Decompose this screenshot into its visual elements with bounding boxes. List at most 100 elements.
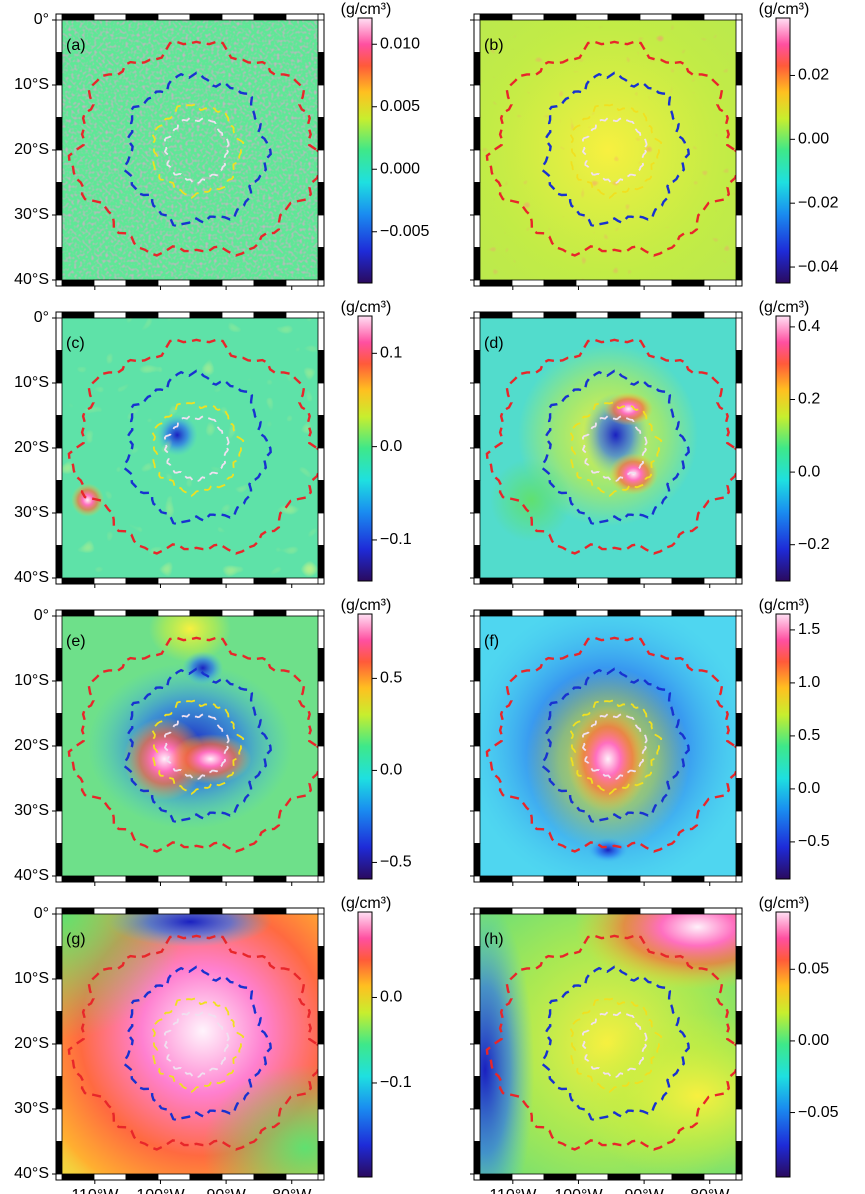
frame-bar [285, 13, 319, 21]
frame-bar [473, 1076, 481, 1110]
frame-bar [607, 279, 641, 287]
frame-bar [317, 480, 325, 514]
field-anomaly [574, 1012, 736, 1174]
contour [581, 415, 648, 483]
frame-bar [55, 615, 63, 649]
colorbar-tick-label: 0.000 [380, 160, 420, 177]
frame-bar [55, 545, 63, 579]
field [480, 616, 736, 876]
y-tick-label: 20°S [14, 439, 49, 456]
colorbar [775, 315, 791, 582]
colorbar-unit: (g/cm³) [759, 597, 810, 614]
frame-bar [253, 577, 287, 585]
frame-bar [735, 350, 743, 384]
frame-bar [473, 843, 481, 877]
colorbar-unit: (g/cm³) [341, 1, 392, 18]
x-tick-label: 110°W [489, 1187, 537, 1194]
frame-bar [317, 317, 325, 351]
panel-label: (b) [484, 37, 504, 54]
frame-bar [285, 279, 319, 287]
contour [569, 103, 663, 200]
frame-bar [735, 415, 743, 449]
frame-bar [61, 13, 95, 21]
frame-bar [317, 214, 325, 248]
y-tick-label: 40°S [14, 271, 49, 288]
frame-bar [735, 447, 743, 481]
field-anomaly [574, 914, 736, 990]
frame-bar [61, 875, 95, 883]
frame-bar [511, 907, 545, 915]
frame-bar [703, 1173, 737, 1181]
contour [581, 1011, 648, 1079]
frame-bar [55, 1141, 63, 1175]
y-tick-label: 40°S [14, 1165, 49, 1182]
colorbar-tick-label: 0.05 [798, 961, 829, 978]
colorbar-tick-label: 0.02 [798, 67, 829, 84]
frame-bar [157, 577, 191, 585]
field [62, 914, 318, 1174]
colorbar-tick-label: 1.5 [798, 621, 820, 638]
frame-bar [735, 843, 743, 877]
frame-bar [671, 609, 705, 617]
frame-bar [93, 1173, 127, 1181]
frame-bar [55, 52, 63, 86]
y-tick-label: 40°S [14, 867, 49, 884]
frame-bar [703, 875, 737, 883]
frame-bar [93, 609, 127, 617]
frame-bar [575, 13, 609, 21]
frame-bar [93, 311, 127, 319]
frame-bar [55, 247, 63, 281]
frame-bar [735, 680, 743, 714]
colorbar-tick-label: −0.005 [380, 223, 429, 240]
frame-bar [511, 279, 545, 287]
field-anomaly [587, 837, 629, 863]
frame-bar [607, 577, 641, 585]
frame-bar [317, 1141, 325, 1175]
frame-bar [317, 713, 325, 747]
frame-bar [735, 745, 743, 779]
frame-bar [671, 577, 705, 585]
panel-label: (c) [66, 335, 85, 352]
frame-bar [61, 907, 95, 915]
frame-bar [189, 1173, 223, 1181]
frame-bar [55, 745, 63, 779]
frame-bar [473, 778, 481, 812]
field-anomaly [108, 914, 272, 947]
frame-bar [543, 1173, 577, 1181]
frame-bar [317, 745, 325, 779]
frame-bar [735, 84, 743, 118]
frame-bar [479, 1173, 513, 1181]
frame-bar [317, 615, 325, 649]
field-anomaly [182, 651, 224, 685]
contour [541, 965, 690, 1122]
frame-bar [55, 19, 63, 53]
frame-bar [607, 13, 641, 21]
frame-bar [735, 247, 743, 281]
frame-bar [575, 907, 609, 915]
field [62, 20, 318, 280]
y-tick-label: 30°S [14, 802, 49, 819]
frame-bar [253, 311, 287, 319]
frame-bar [317, 84, 325, 118]
frame-bar [221, 13, 255, 21]
frame-bar [285, 609, 319, 617]
frame-bar [317, 1011, 325, 1045]
frame-bar [543, 577, 577, 585]
field [62, 616, 318, 876]
frame-bar [473, 447, 481, 481]
y-tick-label: 30°S [14, 206, 49, 223]
frame-bar [317, 1043, 325, 1077]
frame-bar [317, 117, 325, 151]
colorbar-tick-label: −0.5 [798, 833, 830, 850]
frame-bar [157, 279, 191, 287]
contour [581, 117, 648, 185]
frame-bar [639, 875, 673, 883]
frame-bar [253, 875, 287, 883]
frame-bar [221, 907, 255, 915]
frame-bar [55, 946, 63, 980]
colorbar-unit: (g/cm³) [341, 299, 392, 316]
frame-bar [61, 1173, 95, 1181]
y-tick-label: 0° [34, 905, 49, 922]
field [62, 318, 318, 578]
map-panel: 0° 10°S 20°S 30°S 40°S 110°W 100°W 90°W 80°W (g) 0… [14, 895, 412, 1194]
